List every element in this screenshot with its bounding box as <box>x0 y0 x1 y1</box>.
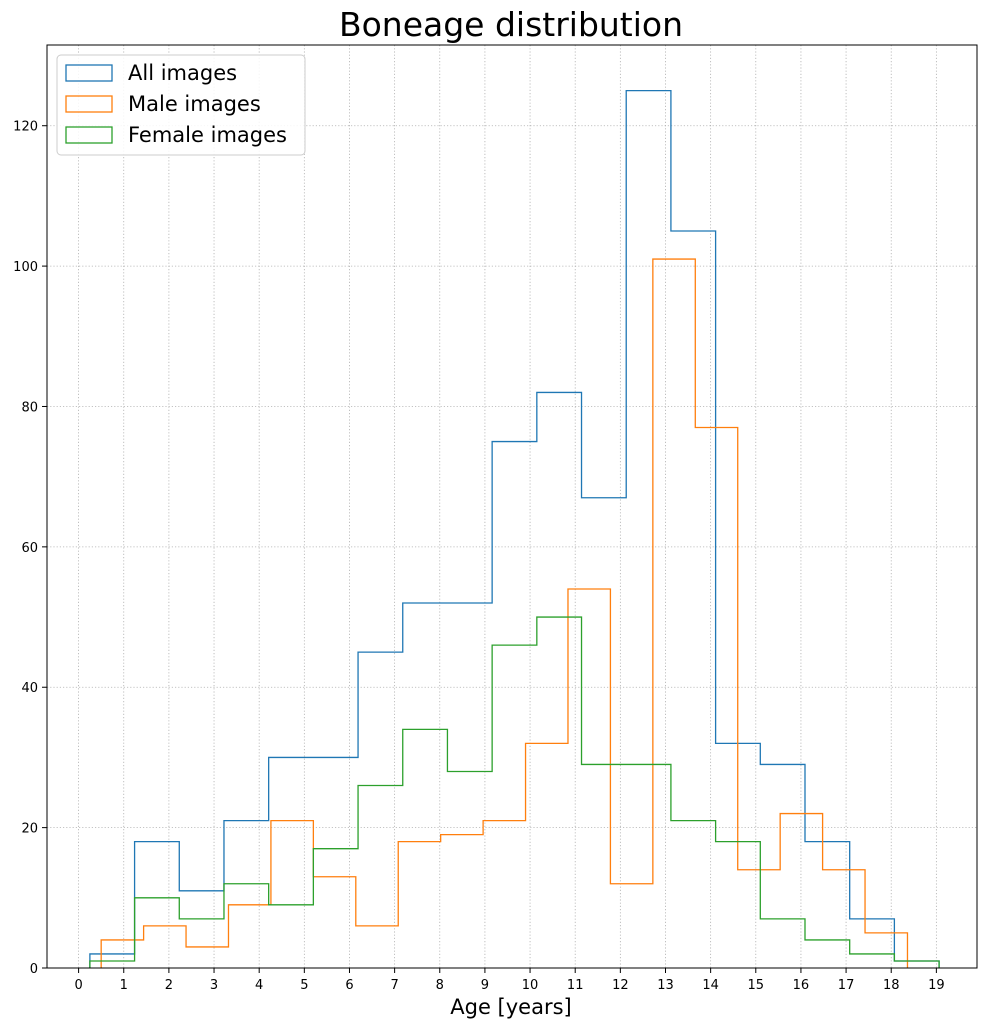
legend: All images Male images Female images <box>56 54 306 156</box>
legend-label-female-images: Female images <box>128 123 287 147</box>
y-tick-label-120: 120 <box>13 120 38 135</box>
x-tick-label-9: 9 <box>481 978 489 993</box>
legend-label-male-images: Male images <box>128 92 261 116</box>
chart-title: Boneage distribution <box>339 5 683 44</box>
plot-frame <box>46 44 978 969</box>
y-tick-label-40: 40 <box>21 681 38 696</box>
axes <box>46 44 978 969</box>
x-tick-label-16: 16 <box>793 978 810 993</box>
x-tick-label-8: 8 <box>436 978 444 993</box>
histogram-series <box>89 89 940 968</box>
x-tick-label-5: 5 <box>300 978 308 993</box>
x-tick-label-2: 2 <box>165 978 173 993</box>
x-tick-label-6: 6 <box>345 978 353 993</box>
x-tick-label-10: 10 <box>522 978 539 993</box>
y-tick-label-80: 80 <box>21 400 38 415</box>
legend-box <box>56 54 306 156</box>
grid-lines <box>47 45 977 969</box>
x-tick-label-13: 13 <box>657 978 674 993</box>
x-tick-label-3: 3 <box>210 978 218 993</box>
y-tick-label-0: 0 <box>30 962 38 977</box>
legend-swatch-female-images <box>65 126 113 144</box>
x-axis-label: Age [years] <box>450 995 571 1019</box>
x-tick-label-11: 11 <box>567 978 584 993</box>
y-tick-label-100: 100 <box>13 260 38 275</box>
legend-swatch-all-images <box>65 64 113 82</box>
y-tick-label-60: 60 <box>21 541 38 556</box>
x-tick-label-14: 14 <box>702 978 719 993</box>
x-tick-label-18: 18 <box>883 978 900 993</box>
legend-label-all-images: All images <box>128 61 237 85</box>
x-tick-label-19: 19 <box>928 978 945 993</box>
x-tick-label-0: 0 <box>74 978 82 993</box>
x-tick-label-4: 4 <box>255 978 263 993</box>
x-tick-label-1: 1 <box>120 978 128 993</box>
y-tick-label-20: 20 <box>21 822 38 837</box>
x-tick-label-15: 15 <box>748 978 765 993</box>
axis-ticks: 0 1 2 3 4 5 6 7 8 9 10 11 12 13 14 15 16 17 18 190204060801… <box>13 120 944 993</box>
x-tick-label-12: 12 <box>612 978 629 993</box>
x-tick-label-7: 7 <box>390 978 398 993</box>
female-images-step-line <box>89 616 940 968</box>
all-images-step-line <box>89 89 940 968</box>
legend-swatch-male-images <box>65 95 113 113</box>
male-images-step-line <box>100 258 909 968</box>
x-tick-label-17: 17 <box>838 978 855 993</box>
